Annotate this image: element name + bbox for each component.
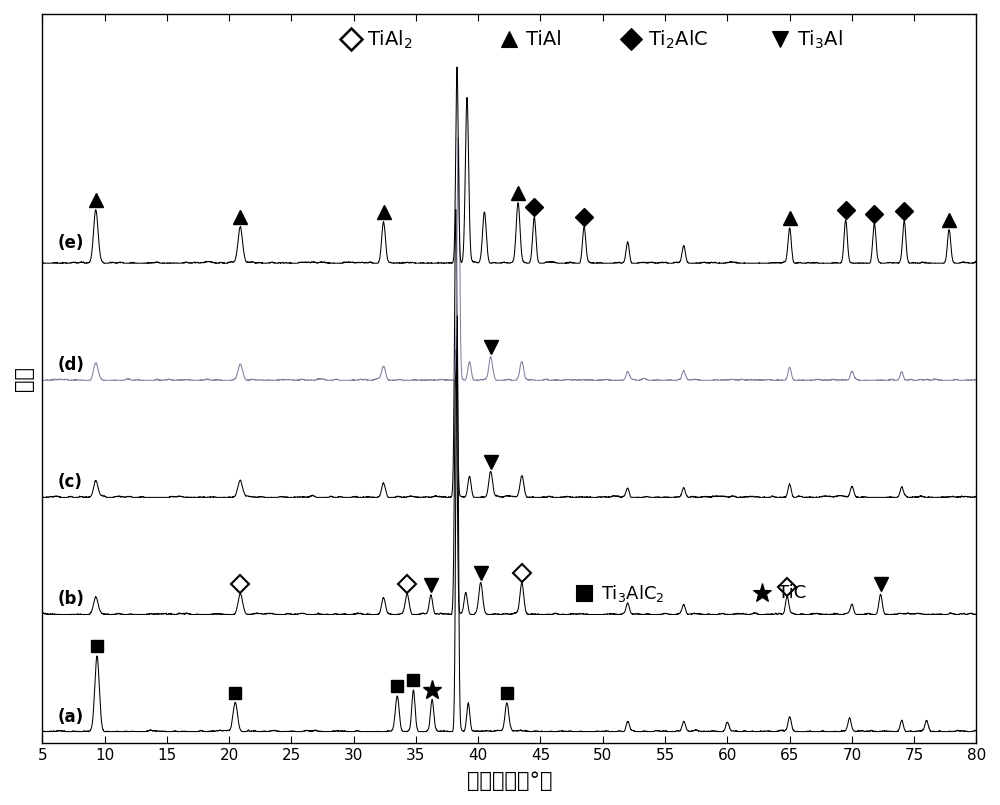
Text: TiAl$_2$: TiAl$_2$ bbox=[367, 28, 413, 51]
Text: (a): (a) bbox=[57, 708, 83, 725]
Text: Ti$_3$Al: Ti$_3$Al bbox=[797, 28, 843, 51]
Text: TiAl: TiAl bbox=[526, 30, 562, 49]
Text: Ti$_3$AlC$_2$: Ti$_3$AlC$_2$ bbox=[601, 583, 664, 604]
X-axis label: 衍射角度（°）: 衍射角度（°） bbox=[467, 771, 552, 791]
Text: Ti$_2$AlC: Ti$_2$AlC bbox=[648, 28, 708, 51]
Text: (d): (d) bbox=[57, 357, 84, 374]
Text: (e): (e) bbox=[57, 234, 84, 252]
Y-axis label: 强度: 强度 bbox=[14, 366, 34, 391]
Text: (b): (b) bbox=[57, 590, 84, 609]
Text: (c): (c) bbox=[57, 473, 82, 491]
Text: TiC: TiC bbox=[778, 584, 807, 602]
